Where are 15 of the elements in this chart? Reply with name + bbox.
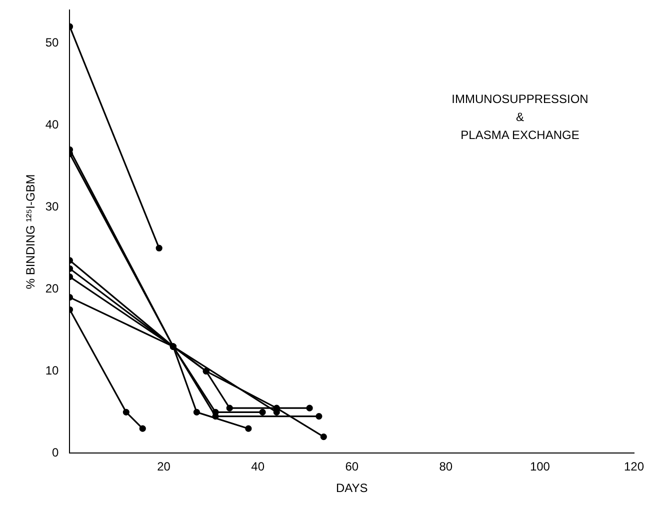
y-tick-label: 40 bbox=[45, 117, 60, 132]
annotation: IMMUNOSUPPRESSION & PLASMA EXCHANGE bbox=[450, 91, 590, 144]
y-tick-label: 50 bbox=[45, 35, 60, 50]
x-tick-label: 120 bbox=[624, 460, 644, 474]
x-tick-label: 40 bbox=[251, 460, 265, 474]
y-tick-label: 20 bbox=[45, 281, 60, 296]
y-tick-label: 0 bbox=[52, 446, 60, 460]
x-tick-label: 80 bbox=[439, 460, 453, 474]
x-axis-title: DAYS bbox=[336, 481, 368, 496]
y-tick-label: 10 bbox=[45, 363, 60, 378]
x-tick-label: 60 bbox=[345, 460, 359, 474]
y-axis-title: % BINDING ¹²⁵I-GBM bbox=[24, 174, 38, 290]
x-tick-label: 20 bbox=[157, 460, 171, 474]
y-tick-label: 30 bbox=[45, 199, 60, 214]
x-tick-label: 100 bbox=[530, 460, 550, 474]
